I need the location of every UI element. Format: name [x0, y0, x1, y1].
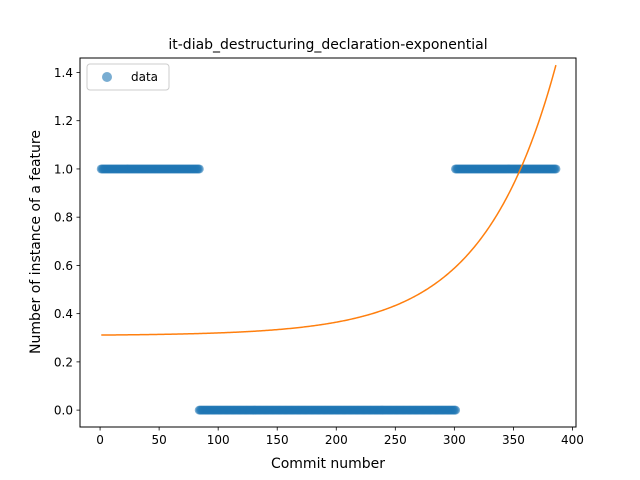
x-tick-label: 0: [96, 433, 104, 447]
y-tick-label: 1.2: [54, 114, 73, 128]
plot-area: [96, 64, 561, 415]
x-tick-label: 250: [384, 433, 407, 447]
x-axis: 0 50 100 150 200 250 300 350 400: [96, 427, 584, 447]
legend-label-data: data: [131, 70, 158, 84]
legend: data: [86, 63, 170, 91]
x-tick-label: 50: [151, 433, 166, 447]
y-tick-label: 1.4: [54, 66, 73, 80]
data-point: [194, 164, 204, 174]
data-point: [551, 164, 561, 174]
plot-frame: [79, 57, 577, 428]
y-tick-label: 0.8: [54, 211, 73, 225]
data-point: [451, 405, 461, 415]
x-tick-label: 350: [502, 433, 525, 447]
y-axis-label: Number of instance of a feature: [28, 130, 44, 354]
y-tick-label: 0.6: [54, 259, 73, 273]
y-tick-label: 1.0: [54, 162, 73, 176]
x-tick-label: 100: [207, 433, 230, 447]
y-tick-label: 0.2: [54, 355, 73, 369]
legend-box: [86, 63, 170, 91]
legend-marker-data: [102, 72, 112, 82]
x-tick-label: 300: [443, 433, 466, 447]
y-axis: 0.0 0.2 0.4 0.6 0.8 1.0 1.2 1.4: [54, 66, 80, 418]
y-tick-label: 0.0: [54, 404, 73, 418]
chart-title: it-diab_destructuring_declaration-expone…: [168, 37, 487, 53]
x-tick-label: 150: [266, 433, 289, 447]
fit-curve: [101, 64, 557, 336]
x-tick-label: 200: [325, 433, 348, 447]
x-axis-label: Commit number: [271, 456, 385, 472]
y-tick-label: 0.4: [54, 307, 73, 321]
x-tick-label: 400: [561, 433, 584, 447]
